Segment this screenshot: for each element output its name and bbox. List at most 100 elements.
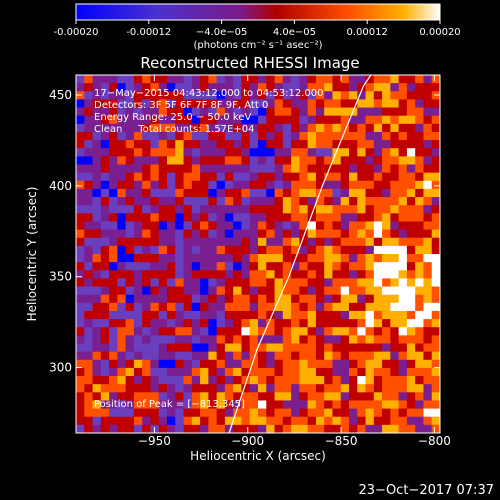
heatmap-cell — [200, 376, 209, 385]
heatmap-cell — [349, 424, 358, 433]
heatmap-cell — [423, 343, 433, 353]
heatmap-cell — [357, 351, 366, 361]
heatmap-cell — [167, 123, 176, 133]
heatmap-cell — [200, 123, 209, 133]
x-tick-label: −900 — [231, 434, 264, 448]
heatmap-cell — [233, 400, 242, 409]
heatmap-cell — [200, 107, 209, 117]
heatmap-cell — [365, 319, 375, 328]
heatmap-cell — [241, 424, 251, 433]
heatmap-cell — [365, 351, 375, 361]
heatmap-cell — [76, 408, 85, 418]
heatmap-cell — [415, 367, 424, 377]
heatmap-cell — [84, 75, 93, 84]
heatmap-cell — [382, 392, 391, 401]
heatmap-cell — [241, 91, 251, 100]
heatmap-cell — [315, 205, 325, 214]
heatmap-cell — [175, 221, 184, 230]
heatmap-cell — [415, 172, 424, 182]
heatmap-cell — [373, 123, 383, 133]
heatmap-cell — [208, 270, 218, 279]
heatmap-cell — [167, 302, 176, 312]
heatmap-cell — [125, 270, 135, 279]
heatmap-cell — [274, 343, 284, 353]
heatmap-cell — [258, 221, 267, 230]
heatmap-cell — [266, 213, 275, 222]
heatmap-cell — [158, 213, 168, 222]
heatmap-cell — [125, 188, 135, 198]
heatmap-cell — [249, 237, 259, 247]
heatmap-cell — [431, 294, 440, 304]
heatmap-cell — [142, 172, 151, 182]
heatmap-cell — [224, 156, 234, 165]
heatmap-cell — [100, 408, 110, 418]
heatmap-cell — [373, 408, 383, 418]
heatmap-cell — [365, 140, 375, 149]
heatmap-cell — [373, 310, 383, 320]
heatmap-cell — [125, 416, 135, 426]
x-tick-label: −950 — [138, 434, 171, 448]
heatmap-cell — [266, 416, 275, 426]
heatmap-cell — [431, 286, 440, 296]
heatmap-cell — [398, 229, 408, 239]
heatmap-cell — [100, 221, 110, 230]
heatmap-cell — [76, 180, 85, 190]
heatmap-cell — [249, 327, 259, 336]
heatmap-cell — [398, 351, 408, 361]
heatmap-cell — [216, 180, 226, 190]
heatmap-cell — [84, 123, 93, 133]
heatmap-cell — [191, 319, 201, 328]
heatmap-cell — [415, 310, 424, 320]
heatmap-cell — [373, 384, 383, 393]
heatmap-cell — [266, 367, 275, 377]
heatmap-cell — [299, 107, 309, 117]
heatmap-cell — [158, 343, 168, 353]
heatmap-cell — [76, 83, 85, 92]
heatmap-cell — [299, 310, 309, 320]
heatmap-cell — [76, 424, 85, 433]
heatmap-cell — [415, 343, 424, 353]
heatmap-cell — [158, 310, 168, 320]
heatmap-cell — [357, 424, 366, 433]
heatmap-cell — [357, 343, 366, 353]
heatmap-cell — [274, 351, 284, 361]
heatmap-cell — [191, 310, 201, 320]
heatmap-cell — [382, 424, 391, 433]
heatmap-cell — [357, 197, 366, 206]
heatmap-cell — [315, 376, 325, 385]
heatmap-cell — [84, 335, 93, 344]
heatmap-cell — [324, 197, 333, 206]
heatmap-cell — [92, 254, 102, 263]
heatmap-cell — [373, 172, 383, 182]
heatmap-cell — [324, 400, 333, 409]
heatmap-cell — [100, 107, 110, 117]
heatmap-cell — [431, 278, 440, 287]
heatmap-cell — [340, 400, 350, 409]
heatmap-cell — [216, 237, 226, 247]
heatmap-cell — [274, 327, 284, 336]
heatmap-cell — [332, 123, 342, 133]
heatmap-cell — [382, 91, 391, 100]
heatmap-cell — [249, 164, 259, 174]
heatmap-cell — [291, 424, 300, 433]
heatmap-cell — [125, 148, 135, 157]
heatmap-cell — [340, 188, 350, 198]
heatmap-cell — [332, 408, 342, 418]
heatmap-cell — [150, 221, 160, 230]
heatmap-cell — [423, 148, 433, 157]
heatmap-cell — [291, 115, 300, 125]
heatmap-cell — [224, 107, 234, 117]
heatmap-cell — [406, 400, 416, 409]
heatmap-cell — [84, 359, 93, 369]
heatmap-cell — [175, 327, 184, 336]
heatmap-cell — [398, 392, 408, 401]
heatmap-cell — [92, 131, 102, 141]
heatmap-cell — [125, 392, 135, 401]
heatmap-cell — [415, 99, 424, 108]
heatmap-cell — [258, 172, 267, 182]
heatmap-cell — [200, 99, 209, 108]
x-tick-label: −800 — [418, 434, 451, 448]
heatmap-cell — [258, 343, 267, 353]
heatmap-cell — [307, 188, 317, 198]
heatmap-cell — [224, 91, 234, 100]
